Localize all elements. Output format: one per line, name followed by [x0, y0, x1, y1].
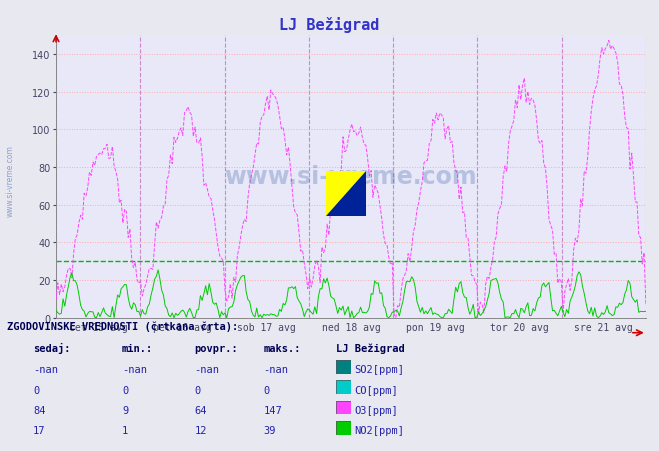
Text: 0: 0	[194, 385, 200, 395]
Text: 0: 0	[122, 385, 128, 395]
Text: maks.:: maks.:	[264, 343, 301, 353]
Bar	[346, 194, 366, 216]
Polygon shape	[326, 171, 366, 216]
Text: LJ Bežigrad: LJ Bežigrad	[279, 17, 380, 33]
Text: -nan: -nan	[122, 364, 147, 374]
Polygon shape	[326, 171, 346, 194]
Polygon shape	[346, 171, 366, 194]
Text: 0: 0	[264, 385, 270, 395]
Polygon shape	[346, 194, 366, 216]
Text: NO2[ppm]: NO2[ppm]	[354, 425, 404, 435]
Text: CO[ppm]: CO[ppm]	[354, 385, 397, 395]
Text: 84: 84	[33, 405, 45, 415]
Text: 64: 64	[194, 405, 207, 415]
Bar	[326, 194, 346, 216]
Text: 147: 147	[264, 405, 282, 415]
Text: povpr.:: povpr.:	[194, 343, 238, 353]
Text: ZGODOVINSKE VREDNOSTI (črtkana črta):: ZGODOVINSKE VREDNOSTI (črtkana črta):	[7, 321, 238, 331]
Bar	[326, 171, 346, 194]
Text: -nan: -nan	[33, 364, 58, 374]
Polygon shape	[326, 171, 366, 216]
Polygon shape	[326, 194, 346, 216]
Text: O3[ppm]: O3[ppm]	[354, 405, 397, 415]
Bar	[346, 171, 366, 194]
Text: LJ Bežigrad: LJ Bežigrad	[336, 342, 405, 353]
Text: SO2[ppm]: SO2[ppm]	[354, 364, 404, 374]
Text: www.si-vreme.com: www.si-vreme.com	[225, 165, 477, 189]
Text: 9: 9	[122, 405, 128, 415]
Text: 39: 39	[264, 425, 276, 435]
Text: www.si-vreme.com: www.si-vreme.com	[5, 144, 14, 216]
Text: min.:: min.:	[122, 343, 153, 353]
Text: 17: 17	[33, 425, 45, 435]
Polygon shape	[326, 171, 366, 216]
Text: 1: 1	[122, 425, 128, 435]
Text: -nan: -nan	[264, 364, 289, 374]
Polygon shape	[326, 171, 366, 216]
Text: 12: 12	[194, 425, 207, 435]
Text: 0: 0	[33, 385, 39, 395]
Text: -nan: -nan	[194, 364, 219, 374]
Text: sedaj:: sedaj:	[33, 342, 71, 353]
